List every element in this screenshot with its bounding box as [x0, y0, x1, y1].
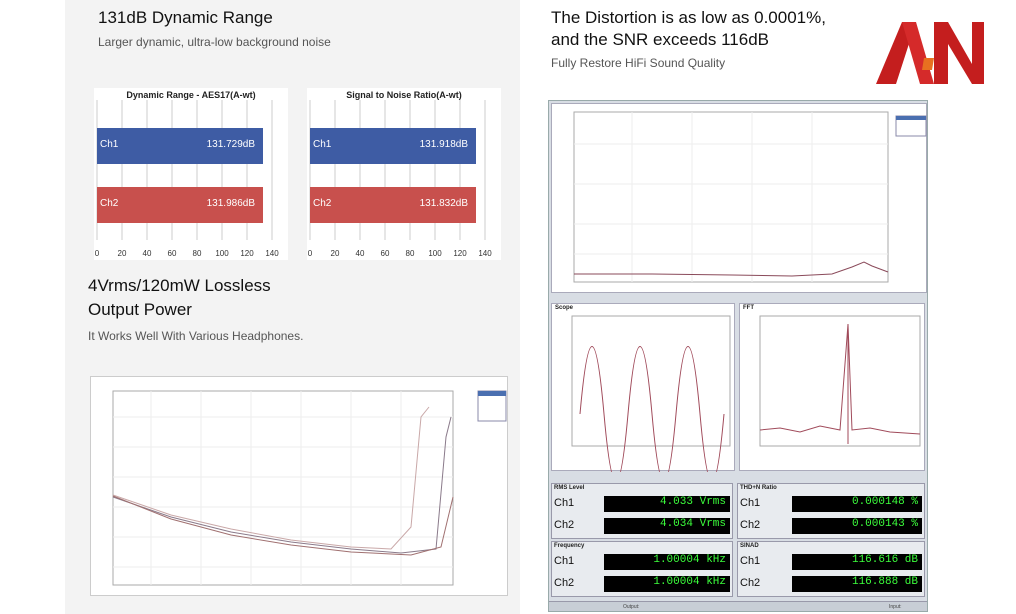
x-tick: 120: [240, 249, 254, 258]
ch1-label: Ch1: [554, 555, 575, 567]
rms-unit: Vrms: [699, 496, 726, 508]
snr-chart: Signal to Noise Ratio(A-wt) Ch1 131.918dB…: [307, 88, 501, 260]
sinad-ch2-reading: 116.888: [851, 576, 899, 588]
bar-value: 131.918dB: [419, 139, 468, 150]
rms-unit: Vrms: [699, 518, 726, 530]
fft-svg: [759, 315, 921, 447]
sinad-label: SINAD: [740, 543, 759, 549]
thd-vs-level-plot: [90, 376, 508, 596]
thd-ch2-reading: 0.000143: [851, 518, 905, 530]
x-tick: 40: [142, 249, 152, 258]
freq-unit: kHz: [706, 554, 726, 566]
ch2-label: Ch2: [554, 519, 575, 531]
ch1-label: Ch1: [554, 497, 575, 509]
x-tick: 60: [167, 249, 177, 258]
frequency-meter: Frequency Ch1 Ch2 1.00004 kHz 1.00004 kH…: [551, 541, 733, 597]
x-tick: 60: [380, 249, 390, 258]
x-tick: 120: [453, 249, 467, 258]
output-power-subtitle: It Works Well With Various Headphones.: [88, 329, 304, 343]
sinad-ch2-value: 116.888 dB: [792, 576, 922, 592]
x-tick: 100: [428, 249, 442, 258]
frequency-label: Frequency: [554, 543, 585, 549]
chart-title: Dynamic Range - AES17(A-wt): [126, 90, 256, 100]
distortion-title-1: The Distortion is as low as 0.0001%,: [551, 8, 826, 27]
thd-unit: %: [911, 496, 918, 508]
sinad-ch1-reading: 116.616: [851, 554, 899, 566]
bar-ch2: Ch2 131.986dB: [97, 187, 263, 223]
rms-ch1-reading: 4.033: [659, 496, 693, 508]
ch1-label: Ch1: [740, 555, 761, 567]
scope-panel[interactable]: Scope: [551, 303, 735, 482]
output-power-title-1: 4Vrms/120mW Lossless: [88, 276, 271, 295]
sinad-unit: dB: [904, 554, 918, 566]
chart-grid: [309, 100, 486, 240]
bar-label: Ch2: [313, 198, 332, 209]
fft-panel[interactable]: FFT: [739, 303, 925, 471]
brand-logo: [876, 22, 984, 84]
input-label: Input:: [889, 604, 902, 610]
x-tick: 80: [192, 249, 202, 258]
bar-label: Ch2: [100, 198, 119, 209]
chart-grid: [96, 100, 273, 240]
bar-label: Ch1: [100, 139, 119, 150]
bar-ch2: Ch2 131.832dB: [310, 187, 476, 223]
sinad-unit: dB: [904, 576, 918, 588]
bar-value: 131.832dB: [419, 198, 468, 209]
thd-ch2-value: 0.000143 %: [792, 518, 922, 534]
dynamic-range-subtitle: Larger dynamic, ultra-low background noi…: [98, 35, 331, 49]
dynamic-range-title: 131dB Dynamic Range: [98, 8, 273, 27]
freq-ch1-value: 1.00004 kHz: [604, 554, 730, 570]
ch1-label: Ch1: [740, 497, 761, 509]
freq-ch2-value: 1.00004 kHz: [604, 576, 730, 592]
x-tick: 140: [478, 249, 492, 258]
x-tick: 20: [117, 249, 127, 258]
sinad-meter: SINAD Ch1 Ch2 116.616 dB 116.888 dB: [737, 541, 925, 597]
freq-unit: kHz: [706, 576, 726, 588]
thd-plot-svg: [112, 390, 507, 586]
chart-title: Signal to Noise Ratio(A-wt): [346, 90, 462, 100]
rms-meter: RMS Level Ch1 Ch2 4.033 Vrms 4.034 Vrms: [551, 483, 733, 539]
bar-value: 131.986dB: [206, 198, 255, 209]
scope-svg: [571, 315, 731, 482]
rms-ch2-value: 4.034 Vrms: [604, 518, 730, 534]
bar-label: Ch1: [313, 139, 332, 150]
scope-label: Scope: [555, 305, 574, 311]
x-tick: 0: [307, 249, 313, 258]
status-bar: Output: Input:: [549, 601, 927, 611]
audio-analyzer-window: Scope FFT RMS Level Ch1 Ch2 4.033 Vrms 4…: [548, 100, 928, 612]
thd-ch1-reading: 0.000148: [851, 496, 905, 508]
distortion-subtitle: Fully Restore HiFi Sound Quality: [551, 56, 726, 70]
thd-unit: %: [911, 518, 918, 530]
thd-freq-svg: [573, 111, 927, 283]
fft-label: FFT: [743, 305, 754, 311]
ch2-label: Ch2: [740, 519, 761, 531]
freq-ch2-reading: 1.00004: [653, 576, 700, 588]
distortion-title-2: and the SNR exceeds 116dB: [551, 30, 769, 49]
thd-ch1-value: 0.000148 %: [792, 496, 922, 512]
rms-ch2-reading: 4.034: [659, 518, 693, 530]
x-tick: 100: [215, 249, 229, 258]
ch2-label: Ch2: [740, 577, 761, 589]
x-tick: 0: [94, 249, 100, 258]
dynamic-range-chart: Dynamic Range - AES17(A-wt) Ch1 131.729dB…: [94, 88, 288, 260]
thd-meter: THD+N Ratio Ch1 Ch2 0.000148 % 0.000143 …: [737, 483, 925, 539]
x-tick: 80: [405, 249, 415, 258]
x-tick: 40: [355, 249, 365, 258]
bar-ch1: Ch1 131.729dB: [97, 128, 263, 164]
thd-freq-plot: [551, 103, 927, 293]
x-tick: 20: [330, 249, 340, 258]
freq-ch1-reading: 1.00004: [653, 554, 700, 566]
sinad-ch1-value: 116.616 dB: [792, 554, 922, 570]
rms-ch1-value: 4.033 Vrms: [604, 496, 730, 512]
output-power-title-2: Output Power: [88, 300, 192, 319]
ch2-label: Ch2: [554, 577, 575, 589]
thd-label: THD+N Ratio: [740, 485, 777, 491]
bar-ch1: Ch1 131.918dB: [310, 128, 476, 164]
x-tick: 140: [265, 249, 279, 258]
output-label: Output:: [623, 604, 640, 610]
bar-value: 131.729dB: [206, 139, 255, 150]
rms-label: RMS Level: [554, 485, 585, 491]
